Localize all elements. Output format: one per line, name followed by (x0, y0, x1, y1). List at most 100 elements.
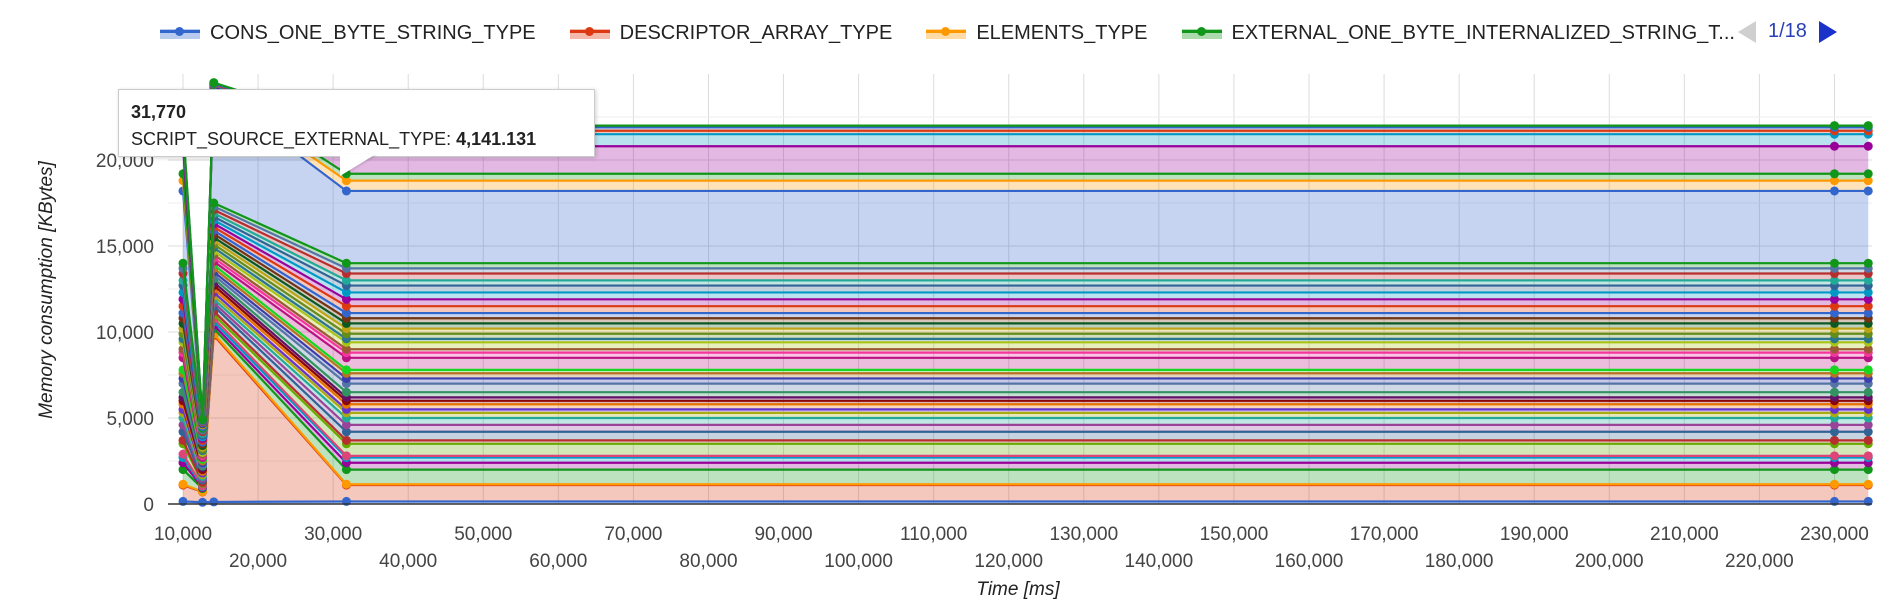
data-point (1829, 387, 1839, 397)
legend-item-external-one-byte-internalized-string[interactable]: EXTERNAL_ONE_BYTE_INTERNALIZED_STRING_T.… (1181, 22, 1735, 45)
tooltip-series-name: SCRIPT_SOURCE_EXTERNAL_TYPE: (131, 129, 452, 149)
legend-label: ELEMENTS_TYPE (976, 21, 1148, 44)
series-area (183, 306, 1869, 483)
data-point (341, 301, 351, 311)
data-point (1829, 258, 1839, 268)
x-tick-label: 120,000 (974, 551, 1043, 572)
data-point (1829, 420, 1839, 430)
x-tick-label: 50,000 (454, 524, 512, 545)
data-point (341, 287, 351, 297)
x-tick-label: 10,000 (154, 524, 212, 545)
data-point (1829, 176, 1839, 186)
x-tick-label: 170,000 (1350, 524, 1419, 545)
data-point (341, 420, 351, 430)
data-point (341, 258, 351, 268)
data-point (1829, 301, 1839, 311)
data-point (1829, 141, 1839, 151)
y-tick-label: 5,000 (106, 409, 154, 430)
x-tick-label: 200,000 (1575, 551, 1644, 572)
data-point (341, 176, 351, 186)
data-point (341, 435, 351, 445)
legend-pager: 1/18 (1738, 20, 1837, 43)
data-point (341, 451, 351, 461)
data-point (341, 365, 351, 375)
data-point (1863, 420, 1873, 430)
x-tick-label: 160,000 (1275, 551, 1344, 572)
data-point (1863, 275, 1873, 285)
data-point (1863, 141, 1873, 151)
legend: CONS_ONE_BYTE_STRING_TYPE DESCRIPTOR_ARR… (160, 18, 1769, 48)
y-tick-label: 15,000 (96, 237, 154, 258)
x-tick-label: 100,000 (824, 551, 893, 572)
data-point (1829, 121, 1839, 131)
x-tick-label: 90,000 (754, 524, 812, 545)
legend-item-cons-one-byte-string[interactable]: CONS_ONE_BYTE_STRING_TYPE (160, 22, 536, 45)
data-point (1829, 186, 1839, 196)
tooltip-pointer (340, 154, 376, 176)
tooltip-x-value: 31,770 (131, 102, 187, 122)
data-point (1829, 465, 1839, 475)
x-tick-label: 70,000 (604, 524, 662, 545)
data-point (1863, 465, 1873, 475)
data-point (178, 258, 188, 268)
series-area (183, 314, 1869, 486)
tooltip: 31,770 SCRIPT_SOURCE_EXTERNAL_TYPE: 4,14… (118, 89, 595, 157)
data-point (209, 497, 219, 507)
legend-item-descriptor-array[interactable]: DESCRIPTOR_ARRAY_TYPE (569, 22, 892, 45)
x-tick-label: 220,000 (1725, 551, 1794, 572)
data-point (1829, 479, 1839, 489)
x-tick-label: 80,000 (679, 551, 737, 572)
legend-label: CONS_ONE_BYTE_STRING_TYPE (210, 21, 536, 44)
data-point (1863, 287, 1873, 297)
series-area (183, 86, 1869, 425)
data-point (1863, 427, 1873, 437)
next-page-icon[interactable] (1818, 20, 1837, 43)
data-point (178, 449, 188, 459)
data-point (198, 497, 208, 507)
data-point (1863, 169, 1873, 179)
x-tick-label: 210,000 (1650, 524, 1719, 545)
legend-swatch-icon (160, 25, 200, 41)
data-point (1863, 121, 1873, 131)
data-point (1863, 344, 1873, 354)
x-tick-label: 20,000 (229, 551, 287, 572)
data-point (1829, 294, 1839, 304)
data-point (1863, 451, 1873, 461)
x-tick-label: 60,000 (529, 551, 587, 572)
data-point (341, 308, 351, 318)
data-point (341, 294, 351, 304)
x-tick-label: 130,000 (1049, 524, 1118, 545)
y-axis-title: Memory consumption [KBytes] (36, 160, 57, 418)
data-point (1863, 387, 1873, 397)
x-tick-label: 140,000 (1125, 551, 1194, 572)
x-tick-label: 190,000 (1500, 524, 1569, 545)
data-point (341, 344, 351, 354)
data-point (1829, 365, 1839, 375)
legend-swatch-icon (926, 25, 967, 41)
data-point (1863, 258, 1873, 268)
data-point (178, 479, 188, 489)
data-point (1863, 176, 1873, 186)
series-area (183, 328, 1869, 492)
data-point (341, 387, 351, 397)
series-line (181, 201, 1869, 429)
data-point (1829, 287, 1839, 297)
data-point (1829, 169, 1839, 179)
legend-swatch-icon (1181, 25, 1222, 41)
legend-item-elements[interactable]: ELEMENTS_TYPE (926, 21, 1148, 45)
legend-swatch-icon (569, 25, 610, 41)
data-point (341, 479, 351, 489)
data-point (1863, 301, 1873, 311)
data-point (1829, 275, 1839, 285)
data-point (1863, 435, 1873, 445)
previous-page-icon[interactable] (1738, 20, 1756, 43)
series-area (183, 261, 1869, 460)
data-point (1829, 308, 1839, 318)
y-tick-label: 0 (143, 495, 154, 516)
x-tick-label: 150,000 (1200, 524, 1269, 545)
x-tick-label: 180,000 (1425, 551, 1494, 572)
legend-page-indicator: 1/18 (1768, 20, 1807, 42)
data-point (1863, 186, 1873, 196)
x-tick-label: 40,000 (379, 551, 437, 572)
